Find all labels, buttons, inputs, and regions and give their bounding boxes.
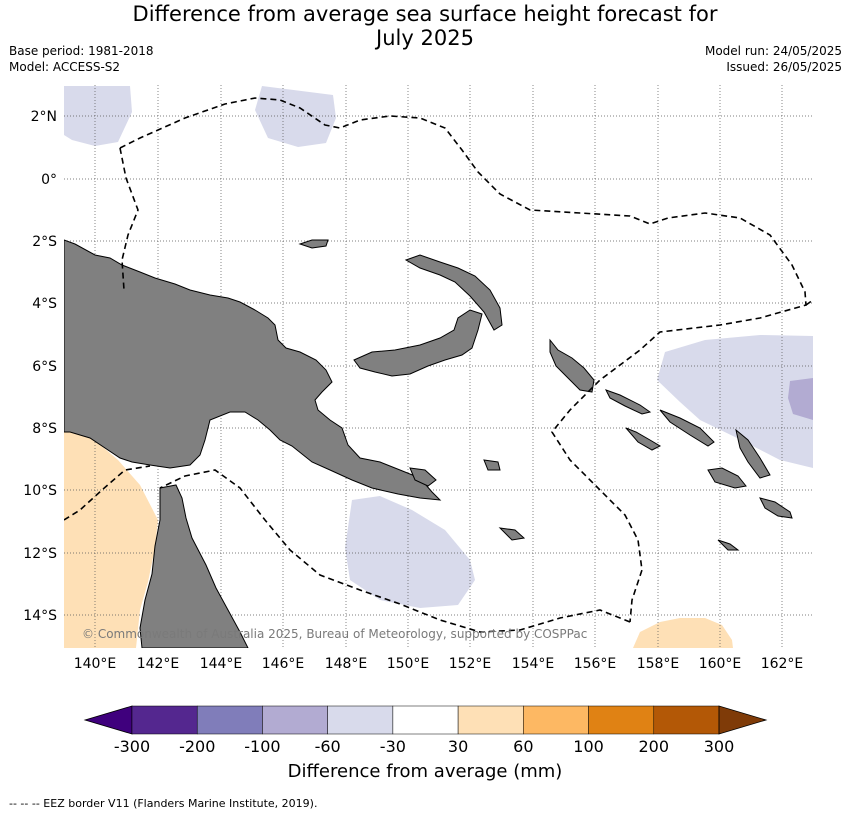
guadalcanal: [707, 467, 747, 489]
colorbar-tick-label: 200: [638, 737, 670, 756]
manus: [298, 239, 329, 249]
new-guinea: [64, 239, 442, 501]
colorbar-tick-label: 60: [513, 737, 534, 756]
eez-legend-note: -- -- -- EEZ border V11 (Flanders Marine…: [9, 797, 318, 810]
map-area: © Commonwealth of Australia 2025, Bureau…: [64, 85, 813, 648]
lon-label: 140°E: [74, 656, 117, 672]
colorbar-tick-label: 300: [703, 737, 735, 756]
eez-borders: [64, 97, 813, 633]
bougainville: [549, 338, 595, 393]
model-name: Model: ACCESS-S2: [9, 60, 121, 74]
title-line-2: July 2025: [376, 26, 474, 50]
colorbar-tick-label: 100: [573, 737, 604, 756]
eez-line: [119, 97, 807, 623]
lat-label: 12°S: [23, 546, 57, 562]
colorbar-segment: [262, 705, 328, 735]
anomaly-patch-negative: [345, 496, 475, 608]
eez-line: [805, 299, 813, 306]
lon-label: 152°E: [449, 656, 492, 672]
map-title: Difference from average sea surface heig…: [0, 2, 850, 50]
colorbar-extend-low: [83, 705, 133, 735]
latitude-labels: 2°N 0° 2°S 4°S 6°S 8°S 10°S 12°S 14°S: [23, 109, 57, 624]
eez-line: [64, 465, 151, 521]
lon-label: 156°E: [574, 656, 617, 672]
lat-label: 6°S: [32, 359, 57, 375]
colorbar-title: Difference from average (mm): [287, 761, 563, 782]
anomaly-patch-negative: [657, 335, 813, 468]
santa-isabel: [659, 409, 715, 447]
colorbar-tick-label: 30: [447, 737, 469, 756]
colorbar-tick-label: -30: [379, 737, 406, 756]
colorbar-segment: [131, 705, 198, 735]
meta-right: Model run: 24/05/2025 Issued: 26/05/2025: [705, 43, 842, 75]
longitude-labels: 140°E 142°E 144°E 146°E 148°E 150°E 152°E 154°E…: [74, 656, 804, 672]
lon-label: 158°E: [637, 656, 680, 672]
lat-label: 14°S: [23, 608, 57, 624]
base-period: Base period: 1981-2018: [9, 44, 154, 58]
colorbar-extend-high: [718, 705, 768, 735]
meta-left: Base period: 1981-2018 Model: ACCESS-S2: [9, 43, 154, 75]
colorbar-segment: [327, 705, 394, 735]
choiseul: [604, 389, 652, 415]
lon-label: 154°E: [512, 656, 555, 672]
eez-line: [119, 147, 139, 291]
louisiade: [483, 459, 501, 471]
cape-york: [139, 484, 249, 648]
lat-label: 2°N: [31, 109, 57, 125]
lat-label: 8°S: [32, 421, 57, 437]
d-entrecasteaux: [409, 467, 437, 487]
colorbar-segment: [523, 705, 589, 735]
lat-label: 4°S: [32, 296, 57, 312]
colorbar-segment: [457, 705, 524, 735]
lat-label: 10°S: [23, 483, 57, 499]
copyright-note: © Commonwealth of Australia 2025, Bureau…: [82, 627, 587, 641]
colorbar: [83, 705, 768, 735]
woodlark: [498, 527, 526, 541]
makira: [759, 497, 793, 519]
colorbar-tick-label: -60: [314, 737, 341, 756]
colorbar-tick-label: -200: [179, 737, 216, 756]
colorbar-tick-label: -300: [113, 737, 151, 756]
lon-label: 150°E: [387, 656, 430, 672]
land: [64, 239, 793, 648]
title-line-1: Difference from average sea surface heig…: [132, 2, 718, 26]
rennell: [717, 539, 740, 551]
issued-date: Issued: 26/05/2025: [726, 60, 842, 74]
lon-label: 144°E: [200, 656, 243, 672]
new-ireland: [404, 254, 503, 331]
colorbar-tick-label: -100: [244, 737, 281, 756]
lat-label: 2°S: [32, 234, 57, 250]
lat-label: 0°: [41, 172, 57, 188]
model-run: Model run: 24/05/2025: [704, 44, 842, 58]
colorbar-segment: [588, 705, 655, 735]
lon-label: 160°E: [699, 656, 742, 672]
colorbar-segment: [196, 705, 263, 735]
colorbar-segment: [653, 705, 720, 735]
new-britain: [353, 309, 483, 377]
eez-line: [159, 469, 631, 633]
anomaly-patch-negative-strong: [788, 378, 813, 420]
colorbar-segment: [392, 705, 459, 735]
lon-label: 148°E: [325, 656, 368, 672]
lon-label: 146°E: [262, 656, 305, 672]
anomaly-patch-negative: [255, 86, 336, 147]
lon-label: 162°E: [761, 656, 804, 672]
new-georgia: [625, 427, 662, 451]
malaita: [735, 428, 771, 479]
lon-label: 142°E: [137, 656, 180, 672]
anomaly-patch-positive: [64, 430, 158, 648]
